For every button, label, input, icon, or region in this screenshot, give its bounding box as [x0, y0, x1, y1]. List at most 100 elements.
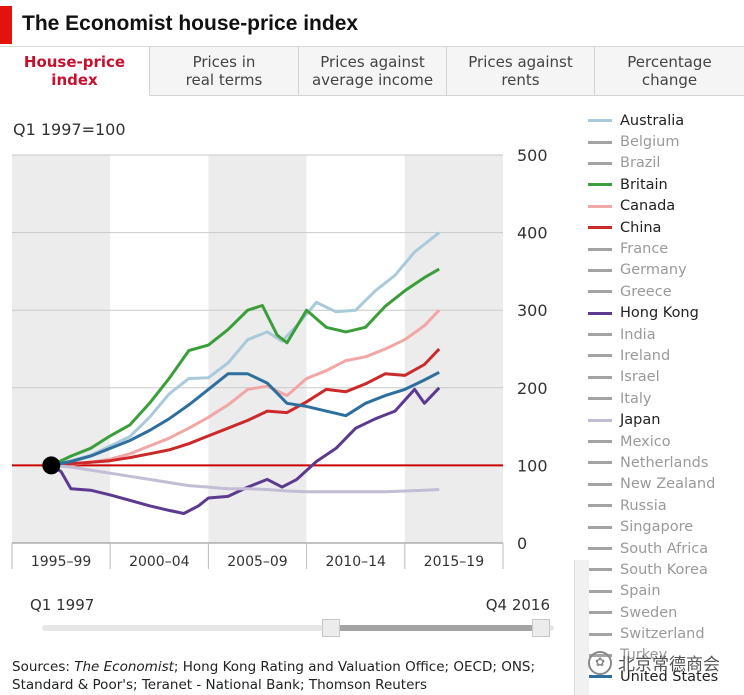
series-line-hong-kong — [50, 386, 441, 515]
legend-label: Italy — [620, 390, 652, 407]
legend-item[interactable]: Britain — [588, 174, 728, 195]
base-point-marker — [42, 456, 61, 475]
legend-swatch — [588, 354, 612, 358]
x-tick-label: 2005–09 — [227, 554, 287, 570]
legend-item[interactable]: United States — [588, 666, 728, 687]
legend-item[interactable]: Sweden — [588, 602, 728, 623]
x-tick-label: 2010–14 — [325, 554, 386, 570]
legend-item[interactable]: Italy — [588, 388, 728, 409]
legend-item[interactable]: China — [588, 217, 728, 238]
legend-label: Germany — [620, 262, 687, 279]
legend-label: Britain — [620, 176, 668, 193]
chart-subtitle: Q1 1997=100 — [13, 120, 126, 139]
legend-swatch — [588, 589, 612, 593]
x-tick-label: 1995–99 — [31, 554, 91, 570]
legend-item[interactable]: Hong Kong — [588, 303, 728, 324]
legend-label: South Africa — [620, 540, 709, 557]
legend-swatch — [588, 268, 612, 272]
sources-prefix: Sources: — [12, 659, 75, 675]
legend-item[interactable]: South Korea — [588, 559, 728, 580]
legend-item[interactable]: Brazil — [588, 153, 728, 174]
slider-track[interactable] — [42, 625, 554, 631]
tab-prices-against-rents[interactable]: Prices against rents — [447, 47, 595, 96]
tab-label: Prices against average income — [311, 53, 434, 89]
legend-swatch — [588, 247, 612, 251]
tab-house-price-index[interactable]: House-price index — [0, 47, 150, 96]
slider-selected-range[interactable] — [331, 625, 544, 631]
legend-item[interactable]: Israel — [588, 367, 728, 388]
legend-swatch — [588, 611, 612, 615]
legend-label: Mexico — [620, 433, 671, 450]
header: The Economist house-price index — [0, 0, 744, 47]
legend-label: Greece — [620, 283, 672, 300]
legend-label: Switzerland — [620, 626, 705, 643]
legend-label: France — [620, 241, 669, 258]
slider-end-handle[interactable] — [532, 619, 550, 637]
y-tick-label: 300 — [517, 301, 548, 320]
legend-label: Israel — [620, 369, 660, 386]
tab-percentage-change[interactable]: Percentage change — [595, 47, 744, 96]
watermark-text: 北京常德商会 — [618, 655, 720, 675]
series-line-australia — [50, 231, 441, 467]
legend-item[interactable]: Japan — [588, 409, 728, 430]
x-band — [404, 155, 503, 543]
scrollbar[interactable] — [574, 560, 589, 695]
legend-swatch — [588, 504, 612, 508]
legend-label: New Zealand — [620, 476, 716, 493]
legend-swatch — [588, 632, 612, 636]
tab-label: Prices in real terms — [185, 53, 263, 89]
legend-item[interactable]: France — [588, 238, 728, 259]
tab-prices-against-income[interactable]: Prices against average income — [299, 47, 447, 96]
tab-label: Prices against rents — [468, 53, 573, 89]
legend-label: Japan — [620, 412, 661, 429]
legend-item[interactable]: Russia — [588, 495, 728, 516]
legend-item[interactable]: Greece — [588, 281, 728, 302]
legend-item[interactable]: India — [588, 324, 728, 345]
legend-label: Singapore — [620, 519, 694, 536]
legend-swatch — [588, 140, 612, 144]
legend-swatch — [588, 568, 612, 572]
legend: Australia Belgium Brazil Britain Canada China… — [588, 110, 728, 688]
legend-swatch — [588, 333, 612, 337]
legend-label: Hong Kong — [620, 305, 699, 322]
legend-swatch — [588, 290, 612, 294]
date-range-slider: Q1 1997 Q4 2016 — [12, 588, 574, 648]
tab-prices-real-terms[interactable]: Prices in real terms — [150, 47, 299, 96]
legend-label: Belgium — [620, 134, 680, 151]
legend-swatch — [588, 161, 612, 165]
tab-label: Percentage change — [627, 53, 712, 89]
legend-item[interactable]: Canada — [588, 196, 728, 217]
legend-item[interactable]: Mexico — [588, 431, 728, 452]
wechat-icon: ✿ — [588, 650, 612, 675]
legend-item[interactable]: Switzerland — [588, 623, 728, 644]
legend-item[interactable]: New Zealand — [588, 474, 728, 495]
legend-swatch — [588, 375, 612, 379]
slider-start-handle[interactable] — [322, 619, 340, 637]
legend-item[interactable]: Ireland — [588, 345, 728, 366]
watermark: ✿ 北京常德商会 — [588, 650, 720, 675]
legend-label: Netherlands — [620, 454, 709, 471]
x-band — [306, 155, 405, 543]
legend-swatch — [588, 418, 612, 422]
legend-item[interactable]: Singapore — [588, 516, 728, 537]
x-tick-label: 2000–04 — [129, 554, 190, 570]
legend-item[interactable]: Germany — [588, 260, 728, 281]
brand-red-bar — [0, 6, 12, 44]
legend-item[interactable]: Australia — [588, 110, 728, 131]
legend-label: India — [620, 326, 656, 343]
legend-item[interactable]: Netherlands — [588, 452, 728, 473]
legend-swatch — [588, 119, 612, 123]
y-tick-label: 400 — [517, 224, 548, 243]
legend-swatch — [588, 183, 612, 187]
slider-start-label: Q1 1997 — [30, 596, 95, 614]
legend-label: Ireland — [620, 347, 671, 364]
legend-item[interactable]: Spain — [588, 581, 728, 602]
legend-item[interactable]: South Africa — [588, 538, 728, 559]
legend-label: Sweden — [620, 604, 678, 621]
legend-label: Spain — [620, 583, 661, 600]
legend-label: Australia — [620, 112, 685, 129]
legend-swatch — [588, 440, 612, 444]
legend-label: China — [620, 219, 662, 236]
legend-item[interactable]: Belgium — [588, 131, 728, 152]
